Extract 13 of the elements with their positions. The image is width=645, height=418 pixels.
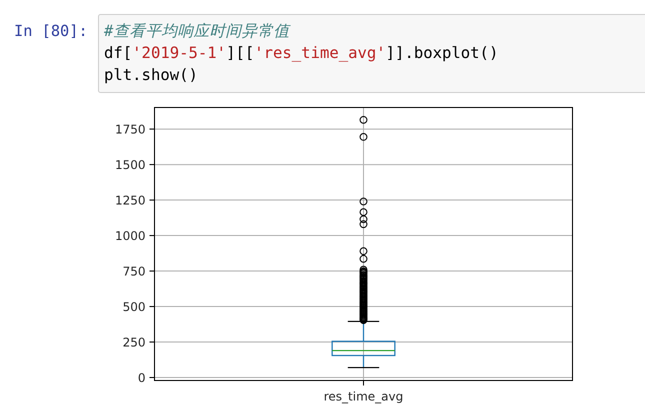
y-tick-label: 500 [122,300,146,314]
text: #查看平均响应时间异常值 [103,22,292,40]
y-tick-label: 750 [122,264,146,278]
text: df['2019-5-1'][['res_time_avg']].boxplot() [104,44,498,62]
text: plt.show() [104,66,198,84]
y-tick-label: 250 [122,335,146,350]
y-tick-label: 1750 [114,122,146,136]
y-tick-label: 1000 [114,228,146,243]
x-tick-label: res_time_avg [324,390,404,404]
y-tick-label: 1500 [114,158,146,172]
y-tick-label: 0 [138,370,146,385]
text: In [80]: [14,22,88,40]
y-tick-label: 1250 [114,193,146,208]
